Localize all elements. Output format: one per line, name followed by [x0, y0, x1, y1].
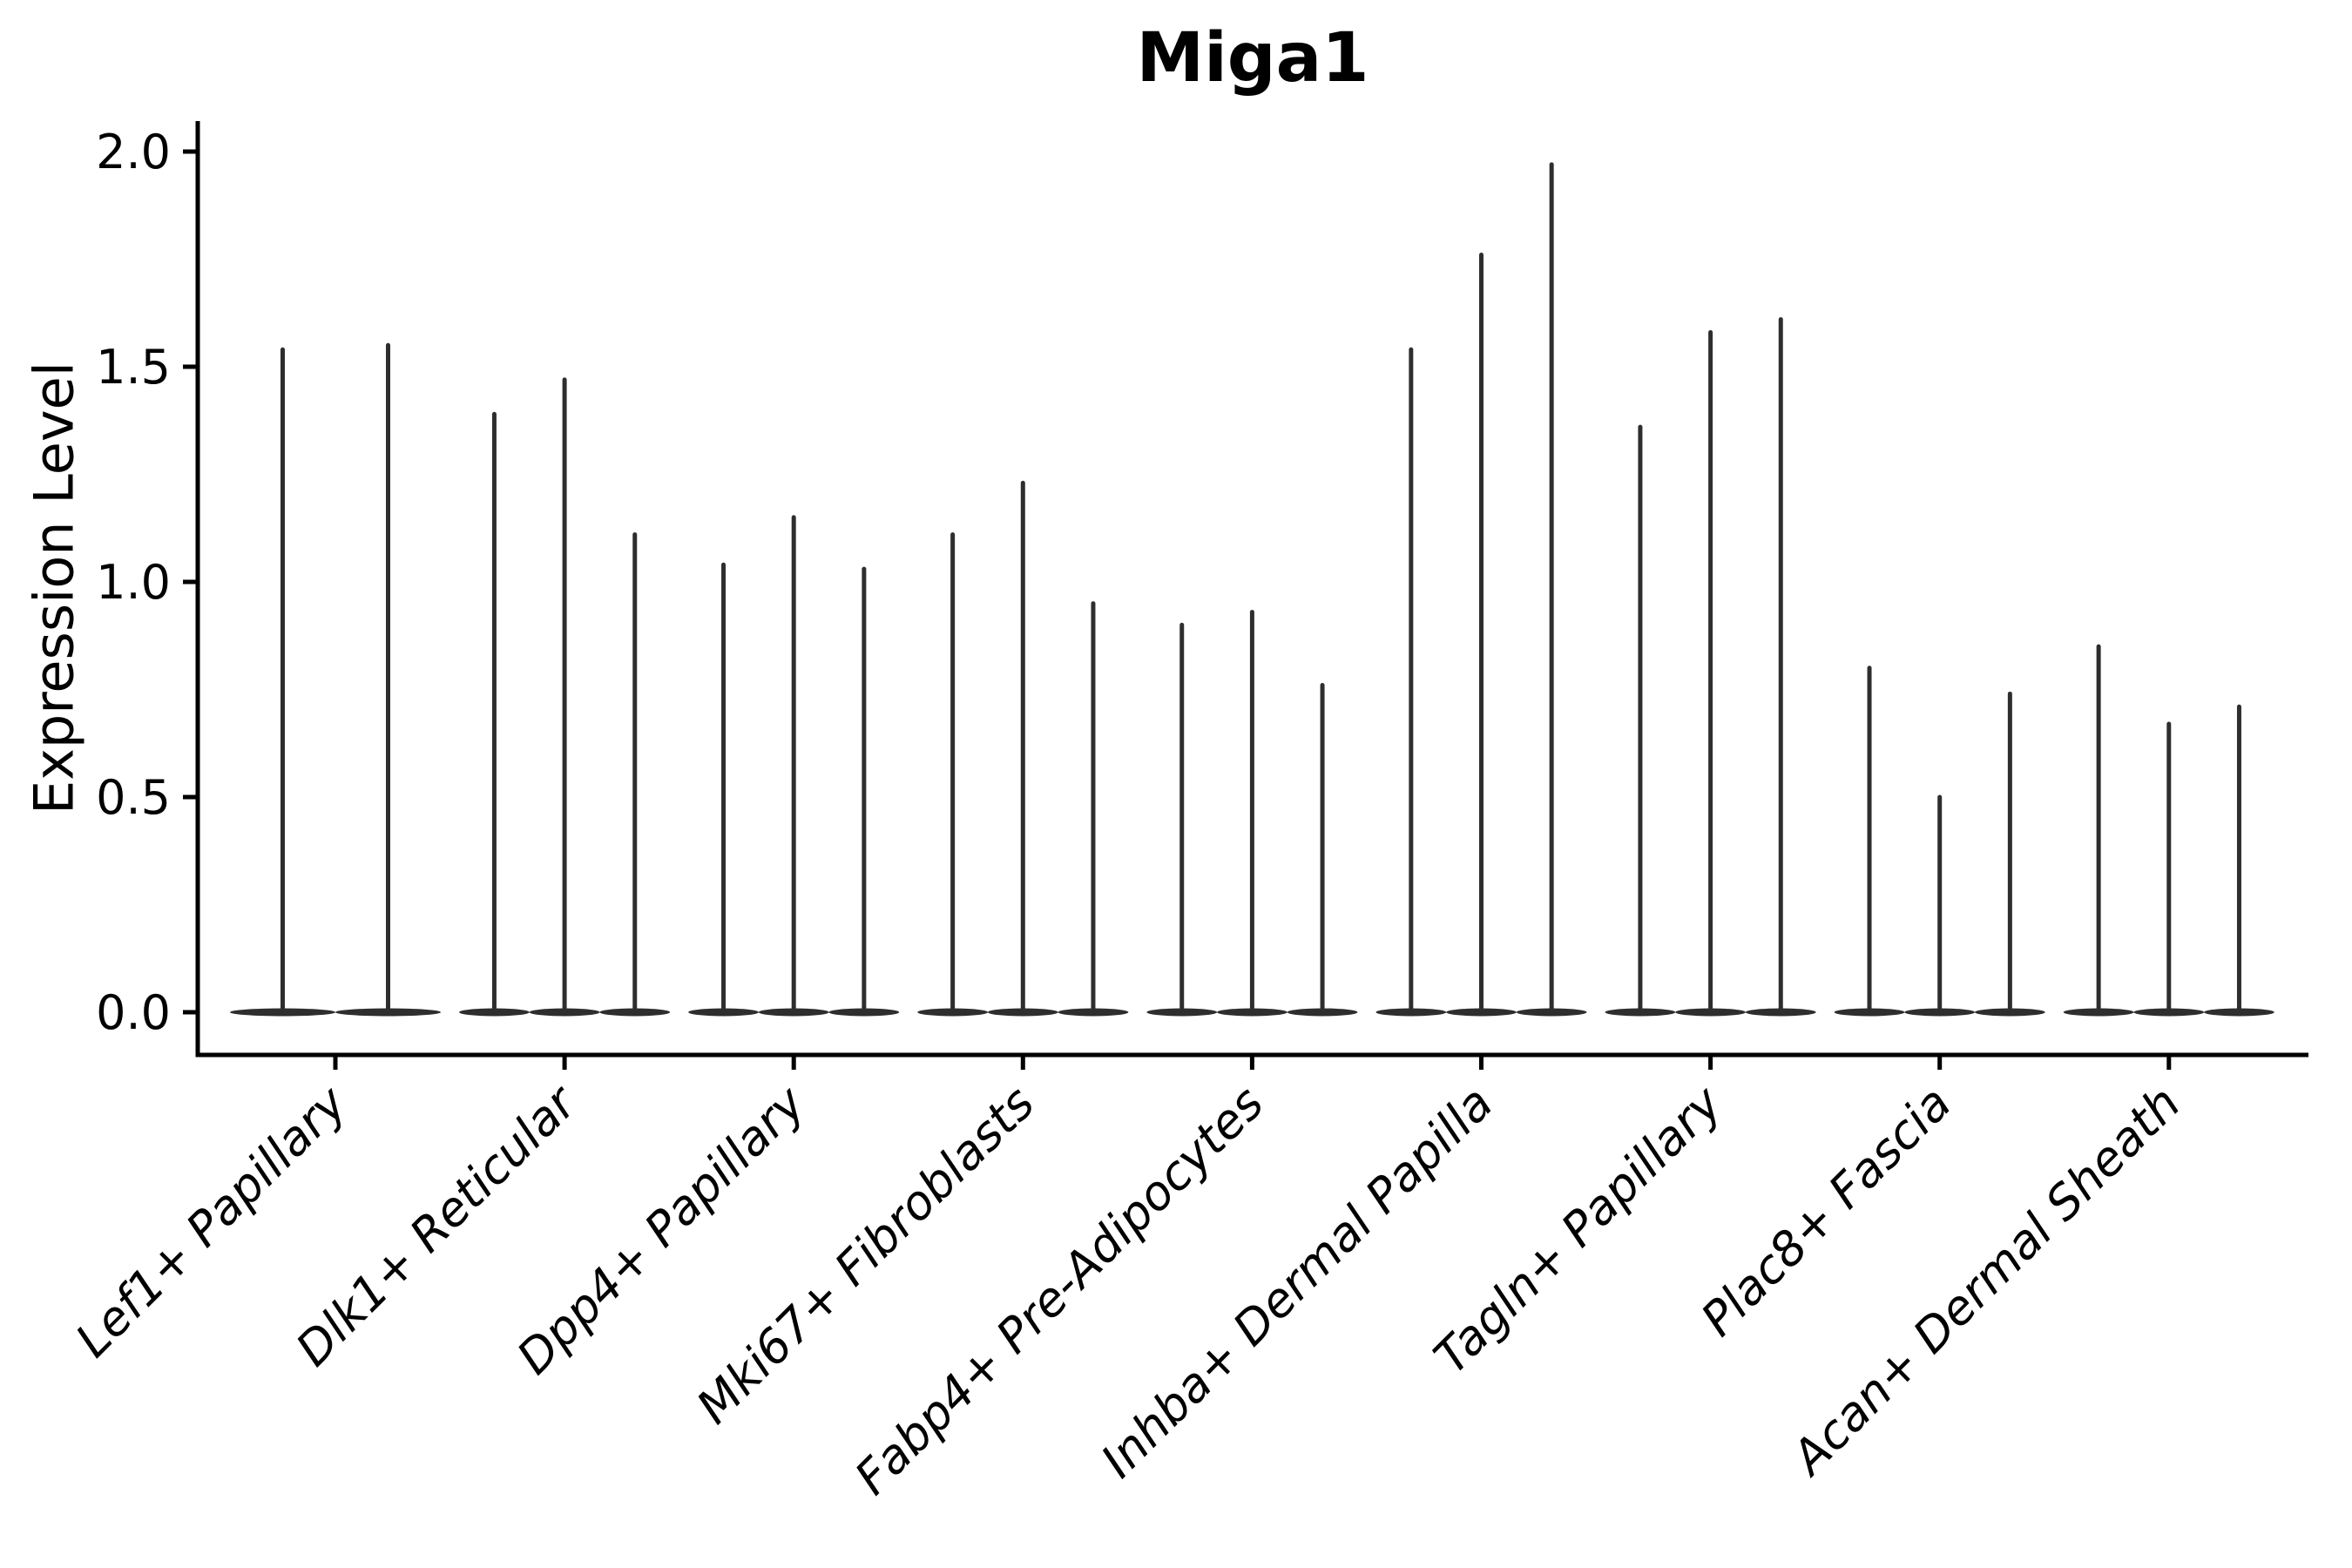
- chart-title: Miga1: [1136, 19, 1369, 98]
- y-tick-label: 0.5: [96, 770, 171, 825]
- y-tick-label: 1.5: [96, 340, 171, 395]
- x-tick-label: Fabp4+ Pre-Adipocytes: [844, 1076, 1274, 1505]
- x-tick-label: Inhba+ Dermal Papilla: [1091, 1076, 1504, 1489]
- x-tick-label: Acan+ Dermal Sheath: [1780, 1076, 2191, 1487]
- y-tick-label: 0.0: [96, 985, 171, 1040]
- y-tick-label: 2.0: [96, 125, 171, 179]
- y-tick-label: 1.0: [96, 555, 171, 610]
